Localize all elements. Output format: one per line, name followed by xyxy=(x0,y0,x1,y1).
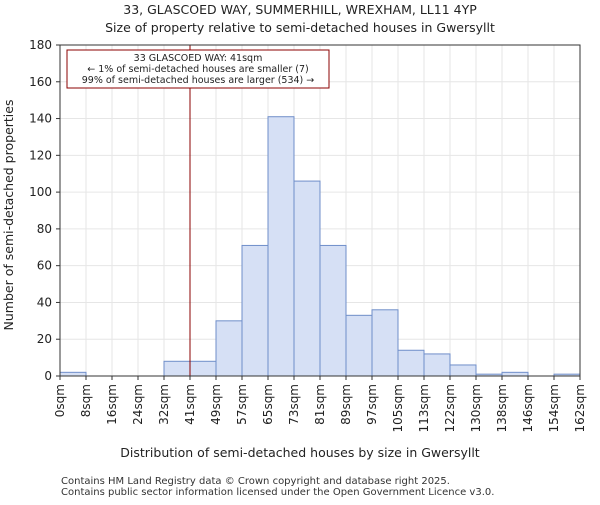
annotation-line1: 33 GLASCOED WAY: 41sqm xyxy=(134,53,263,64)
x-tick-label: 32sqm xyxy=(157,384,171,425)
footer-line2: Contains public sector information licen… xyxy=(61,487,494,498)
x-tick-label: 8sqm xyxy=(79,384,93,417)
x-tick-label: 130sqm xyxy=(469,384,483,432)
x-tick-label: 73sqm xyxy=(287,384,301,425)
x-tick-label: 89sqm xyxy=(339,384,353,425)
x-tick-label: 65sqm xyxy=(261,384,275,425)
footer-line1: Contains HM Land Registry data © Crown c… xyxy=(61,476,450,487)
y-tick-labels: 0 20 40 60 80 100 120 140 160 180 xyxy=(29,38,52,383)
x-tick-labels: 0sqm 8sqm 16sqm 24sqm 32sqm 41sqm 49sqm 57sqm 65… xyxy=(53,384,587,432)
y-tick-label: 80 xyxy=(37,222,52,236)
x-tick-label: 146sqm xyxy=(521,384,535,432)
bar xyxy=(371,309,399,377)
x-tick-label: 122sqm xyxy=(443,384,457,432)
bar xyxy=(423,353,451,377)
axes xyxy=(56,44,581,380)
x-tick-label: 49sqm xyxy=(209,384,223,425)
annotation-line2: ← 1% of semi-detached houses are smaller… xyxy=(87,64,308,75)
bar xyxy=(397,349,425,377)
y-tick-label: 140 xyxy=(29,112,52,126)
x-tick-label: 105sqm xyxy=(391,384,405,432)
y-axis-label: Number of semi-detached properties xyxy=(1,100,16,331)
y-tick-label: 120 xyxy=(29,148,52,162)
marker-group: 33 GLASCOED WAY: 41sqm← 1% of semi-detac… xyxy=(66,45,330,376)
x-tick-label: 0sqm xyxy=(53,384,67,417)
bar xyxy=(267,116,295,377)
x-axis-label: Distribution of semi-detached houses by … xyxy=(120,445,480,460)
bar xyxy=(59,371,87,377)
x-tick-label: 162sqm xyxy=(573,384,587,432)
x-tick-label: 97sqm xyxy=(365,384,379,425)
x-tick-label: 138sqm xyxy=(495,384,509,432)
x-tick-label: 113sqm xyxy=(417,384,431,432)
bar xyxy=(241,244,269,377)
y-tick-label: 60 xyxy=(37,259,52,273)
bar xyxy=(319,244,347,377)
x-tick-label: 16sqm xyxy=(105,384,119,425)
annotation-box xyxy=(66,49,330,89)
chart-title-line1: 33, GLASCOED WAY, SUMMERHILL, WREXHAM, L… xyxy=(123,2,477,17)
x-tick-label: 57sqm xyxy=(235,384,249,425)
annotation-line3: 99% of semi-detached houses are larger (… xyxy=(82,75,315,86)
y-tick-label: 180 xyxy=(29,38,52,52)
x-tick-label: 81sqm xyxy=(313,384,327,425)
y-tick-label: 0 xyxy=(44,369,52,383)
bar xyxy=(345,314,373,377)
bar xyxy=(293,180,321,377)
x-tick-label: 24sqm xyxy=(131,384,145,425)
bar xyxy=(163,360,191,377)
bar xyxy=(189,360,217,377)
y-tick-label: 20 xyxy=(37,332,52,346)
chart-title-line2: Size of property relative to semi-detach… xyxy=(105,20,495,35)
y-tick-label: 40 xyxy=(37,295,52,309)
bar xyxy=(449,364,477,377)
y-tick-label: 160 xyxy=(29,75,52,89)
bar xyxy=(215,320,243,377)
y-tick-label: 100 xyxy=(29,185,52,199)
bar xyxy=(501,371,529,377)
x-tick-label: 41sqm xyxy=(183,384,197,425)
x-tick-label: 154sqm xyxy=(547,384,561,432)
